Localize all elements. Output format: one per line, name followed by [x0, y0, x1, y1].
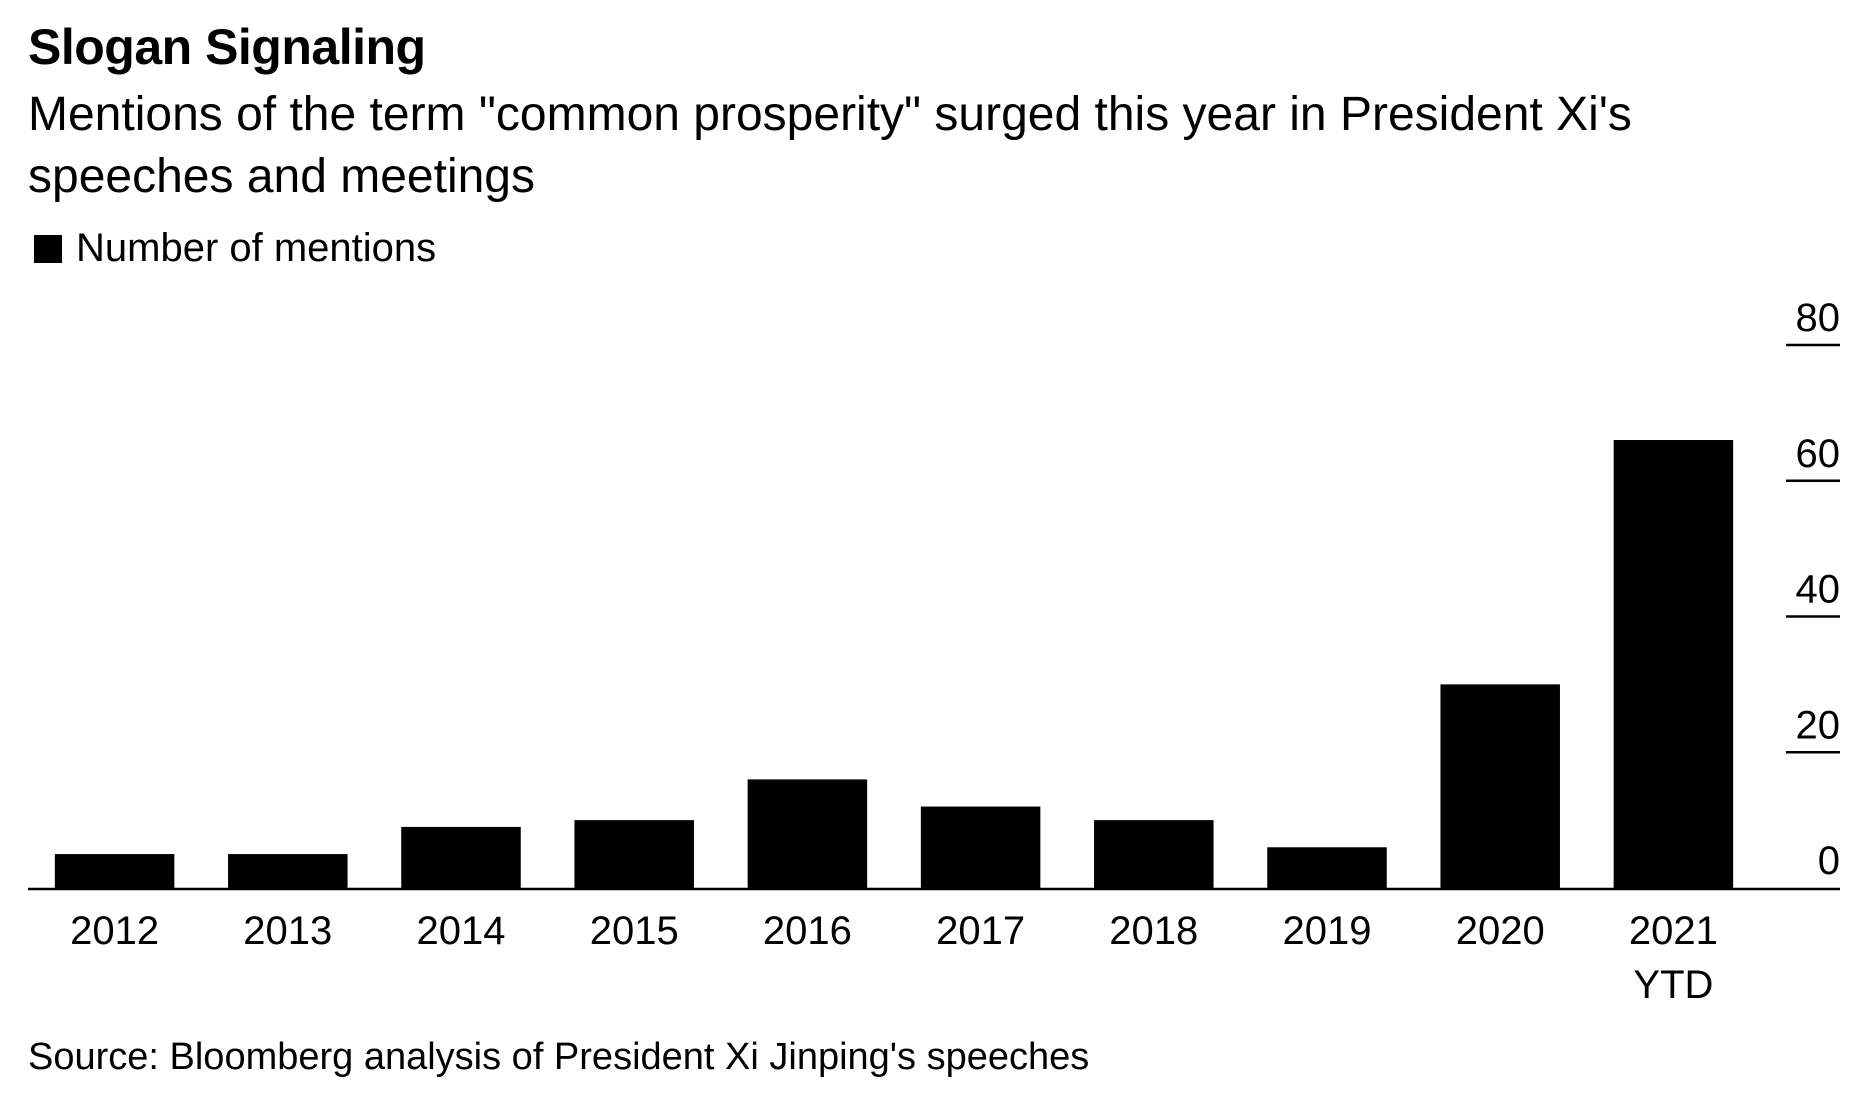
- y-tick-label: 60: [1796, 432, 1841, 476]
- x-tick-label: 2021 YTD: [1629, 909, 1718, 1007]
- y-tick-label: 0: [1818, 839, 1840, 883]
- bar: [1613, 440, 1734, 888]
- x-tick-label: 2014: [417, 909, 506, 953]
- legend-label: Number of mentions: [76, 226, 437, 270]
- x-tick-label: 2016: [763, 909, 852, 953]
- chart-title: Slogan Signaling: [28, 19, 426, 75]
- x-tick-label: 2012: [70, 909, 159, 953]
- x-tick-label: 2020: [1456, 909, 1545, 953]
- legend: Number of mentions: [34, 226, 436, 271]
- y-tick-label: 20: [1796, 703, 1841, 747]
- y-tick-label: 80: [1796, 296, 1841, 340]
- bar: [54, 854, 175, 888]
- bar: [228, 854, 348, 888]
- x-tick-label: 2017: [936, 909, 1025, 953]
- x-tick-label: 2018: [1109, 909, 1198, 953]
- legend-swatch: [34, 234, 62, 263]
- bar: [401, 826, 521, 888]
- y-tick-label: 40: [1796, 568, 1841, 612]
- x-tick-label: 2015: [590, 909, 679, 953]
- bars: [54, 440, 1734, 888]
- x-tick-label: 2019: [1283, 909, 1372, 953]
- chart-subtitle: Mentions of the term "common prosperity"…: [28, 88, 1632, 203]
- bar: [574, 820, 694, 888]
- x-tick-label: 2013: [243, 909, 332, 953]
- x-axis: 2012 2013 2014 2015 2016 2017 2018 2019 2020 2021…: [70, 909, 1718, 1007]
- bar: [1440, 684, 1560, 888]
- source-note: Source: Bloomberg analysis of President …: [28, 1036, 1090, 1078]
- bar: [747, 779, 868, 888]
- y-axis: 0 20 40 60 80: [1786, 296, 1840, 883]
- bar: [1267, 847, 1387, 888]
- bar: [1094, 820, 1214, 888]
- bar: [920, 806, 1041, 888]
